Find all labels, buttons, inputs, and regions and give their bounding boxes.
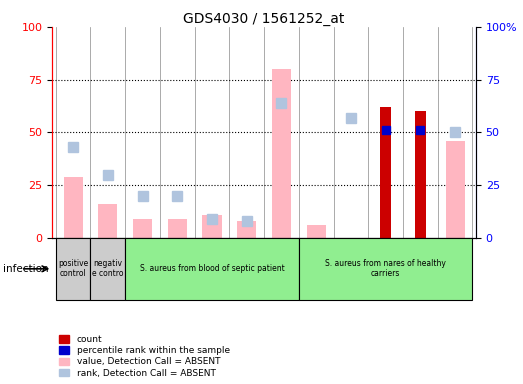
Bar — [125, 238, 299, 300]
Bar — [56, 238, 90, 300]
Bar — [202, 215, 222, 238]
Text: positive
control: positive control — [58, 259, 88, 278]
Bar — [168, 219, 187, 238]
Bar — [415, 111, 426, 238]
Title: GDS4030 / 1561252_at: GDS4030 / 1561252_at — [184, 12, 345, 26]
Text: infection: infection — [3, 264, 48, 274]
Bar — [64, 177, 83, 238]
Text: S. aureus from nares of healthy
carriers: S. aureus from nares of healthy carriers — [325, 259, 446, 278]
Bar — [446, 141, 464, 238]
Legend: count, percentile rank within the sample, value, Detection Call = ABSENT, rank, : count, percentile rank within the sample… — [57, 333, 232, 379]
Bar — [306, 225, 326, 238]
Bar — [133, 219, 152, 238]
Bar — [380, 107, 391, 238]
Bar — [299, 238, 472, 300]
Text: S. aureus from blood of septic patient: S. aureus from blood of septic patient — [140, 264, 285, 273]
Bar — [90, 238, 125, 300]
Bar — [98, 204, 117, 238]
Bar — [272, 69, 291, 238]
Text: negativ
e contro: negativ e contro — [92, 259, 123, 278]
Bar — [237, 221, 256, 238]
